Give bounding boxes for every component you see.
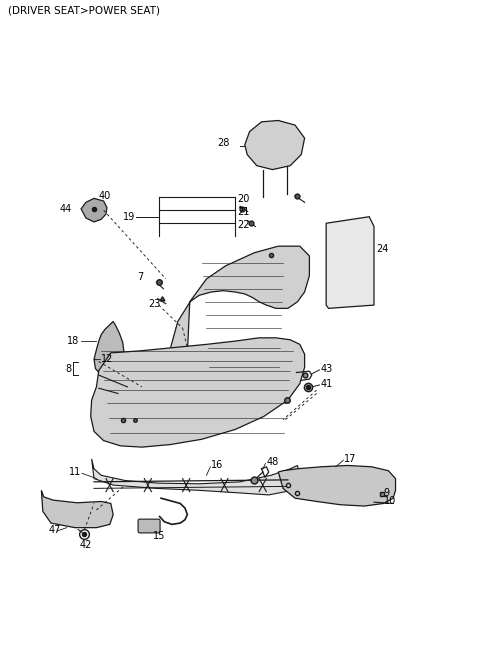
Text: (DRIVER SEAT>POWER SEAT): (DRIVER SEAT>POWER SEAT) [8,6,160,16]
Text: 21: 21 [238,207,250,217]
Text: 20: 20 [238,194,250,204]
Text: 9: 9 [384,488,390,498]
Text: 28: 28 [217,138,229,148]
Polygon shape [91,338,305,447]
Polygon shape [92,459,300,495]
Polygon shape [94,321,124,379]
Text: 8: 8 [65,363,72,373]
Polygon shape [326,216,374,308]
Polygon shape [245,121,305,170]
Text: 43: 43 [321,363,333,373]
Text: 48: 48 [266,457,278,467]
Text: 19: 19 [123,212,136,222]
Text: 47: 47 [48,525,61,535]
Text: 15: 15 [153,531,165,541]
Text: 23: 23 [148,298,160,309]
Polygon shape [278,466,396,506]
Text: 11: 11 [69,467,81,477]
Text: 42: 42 [80,541,92,550]
Text: 17: 17 [344,454,357,464]
Text: 16: 16 [211,461,224,470]
Text: 24: 24 [376,244,389,254]
Text: 44: 44 [59,204,72,214]
Polygon shape [170,246,310,407]
Text: 22: 22 [238,220,250,230]
Text: 18: 18 [67,336,80,346]
Text: 10: 10 [384,497,396,506]
Text: 41: 41 [321,379,333,388]
Polygon shape [81,198,107,222]
Polygon shape [41,490,113,527]
Text: 40: 40 [99,191,111,201]
Text: 7: 7 [137,272,144,282]
Text: 12: 12 [101,354,114,364]
FancyBboxPatch shape [138,519,160,533]
